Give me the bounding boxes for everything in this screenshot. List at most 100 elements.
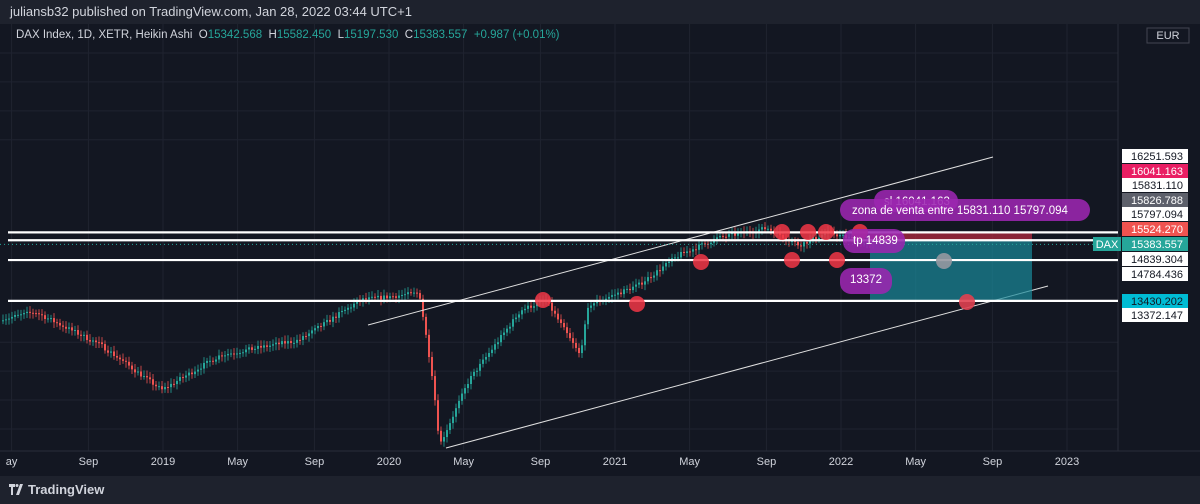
- x-tick-label: Sep: [79, 456, 99, 468]
- price-label: 16041.163: [1131, 166, 1183, 178]
- price-label-box: [1122, 237, 1188, 251]
- candle: [275, 342, 277, 345]
- candle: [221, 355, 223, 357]
- candle: [62, 325, 64, 327]
- candle: [734, 232, 736, 236]
- annotation-bubble[interactable]: [843, 229, 905, 253]
- candle: [461, 393, 463, 401]
- candle: [353, 303, 355, 308]
- currency-label: EUR: [1156, 30, 1179, 42]
- candle: [26, 311, 28, 314]
- candle: [395, 296, 397, 298]
- currency-badge[interactable]: [1146, 27, 1190, 44]
- candle: [32, 312, 34, 314]
- x-tick-label: 2023: [1055, 456, 1079, 468]
- candle: [836, 234, 838, 237]
- candle: [560, 319, 562, 323]
- candle: [119, 357, 121, 360]
- stop-loss-zone[interactable]: [870, 232, 1032, 241]
- candle: [482, 359, 484, 364]
- candle: [257, 345, 259, 349]
- candle: [164, 387, 166, 390]
- candle: [692, 249, 694, 252]
- candle: [341, 310, 343, 313]
- price-label-box: [1122, 193, 1188, 207]
- low-value: 15197.530: [344, 29, 399, 41]
- candle: [374, 296, 376, 298]
- candle: [518, 314, 520, 318]
- candle: [209, 360, 211, 362]
- candle: [659, 270, 661, 272]
- candle: [158, 386, 160, 388]
- candle: [404, 294, 406, 296]
- candle: [293, 342, 295, 344]
- touch-point-marker: [784, 252, 800, 268]
- candle: [311, 330, 313, 334]
- candle: [95, 340, 97, 343]
- candle: [401, 295, 403, 297]
- channel-lower-line[interactable]: [445, 285, 1049, 449]
- candle: [284, 341, 286, 344]
- candle: [125, 360, 127, 362]
- candle: [17, 314, 19, 316]
- candle: [785, 238, 787, 241]
- candle: [128, 361, 130, 366]
- candle: [305, 336, 307, 338]
- touch-point-marker: [800, 224, 816, 240]
- candle: [143, 376, 145, 378]
- candle: [515, 317, 517, 320]
- candle: [758, 229, 760, 233]
- candle: [98, 342, 100, 344]
- candle: [641, 282, 643, 285]
- candle: [65, 326, 67, 329]
- candle: [71, 327, 73, 331]
- candle: [80, 334, 82, 336]
- candle: [326, 319, 328, 323]
- candle: [347, 307, 349, 310]
- candle: [464, 388, 466, 394]
- candle: [584, 324, 586, 346]
- candle: [398, 295, 400, 298]
- x-tick-label: Sep: [305, 456, 325, 468]
- price-label-box: [1122, 222, 1188, 236]
- candle: [320, 325, 322, 327]
- candle: [242, 352, 244, 354]
- candle: [218, 355, 220, 360]
- price-label-box: [1122, 149, 1188, 163]
- candle: [41, 314, 43, 316]
- candle: [524, 308, 526, 311]
- candle: [389, 296, 391, 299]
- candle: [794, 240, 796, 242]
- candle: [92, 340, 94, 342]
- annotation-bubble[interactable]: [840, 199, 1090, 221]
- candle: [290, 341, 292, 343]
- footer-brand: TradingView: [28, 482, 105, 497]
- candle: [176, 380, 178, 385]
- candle: [650, 277, 652, 279]
- candle: [377, 295, 379, 298]
- candle: [182, 377, 184, 379]
- candle: [425, 316, 427, 335]
- candle: [302, 336, 304, 341]
- candle: [638, 282, 640, 285]
- candle: [665, 262, 667, 267]
- candle: [308, 333, 310, 337]
- candle: [590, 305, 592, 308]
- candle: [8, 318, 10, 320]
- candle: [479, 363, 481, 371]
- candle: [593, 303, 595, 306]
- candle: [512, 319, 514, 327]
- candle: [452, 416, 454, 424]
- annotation-bubble[interactable]: [840, 268, 892, 294]
- high-value: 15582.450: [276, 29, 332, 41]
- candle: [575, 342, 577, 348]
- candle: [551, 302, 553, 311]
- candle: [728, 234, 730, 237]
- touch-point-marker: [774, 224, 790, 240]
- price-label: 16251.593: [1131, 151, 1183, 163]
- candle: [626, 288, 628, 290]
- candle: [527, 305, 529, 309]
- candle: [764, 227, 766, 230]
- candle: [569, 333, 571, 339]
